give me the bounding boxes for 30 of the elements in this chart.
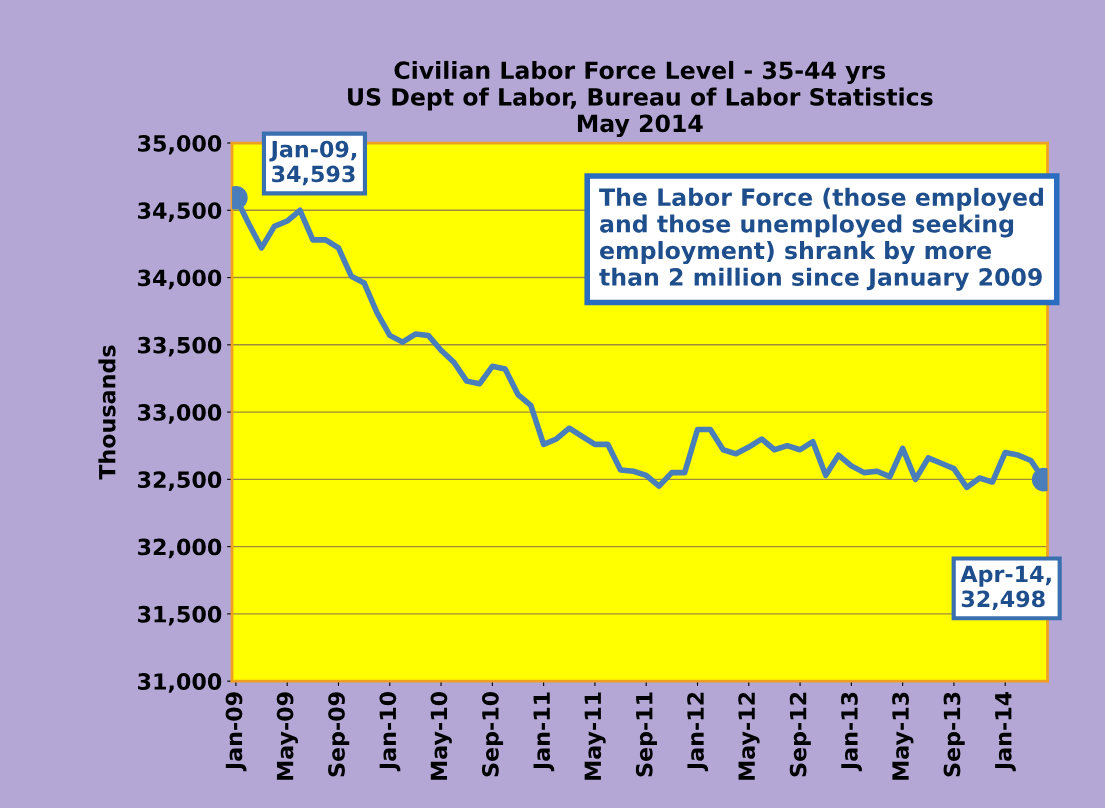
y-tick-label: 31,000 bbox=[138, 673, 222, 693]
y-tick-label: 35,000 bbox=[138, 134, 222, 155]
annotation: Jan-09, 34,593 bbox=[269, 140, 357, 186]
annotation: The Labor Force (those employed and those unemployed seeking employment) shrank by more than 2 million since January 2009 bbox=[599, 187, 1043, 291]
y-tick-label: 34,500 bbox=[138, 202, 222, 222]
x-tick-label: Jan-12 bbox=[687, 692, 709, 772]
x-tick-label: Sep-11 bbox=[635, 692, 657, 777]
x-tick-label: Sep-12 bbox=[789, 692, 811, 777]
x-tick-label: Sep-09 bbox=[328, 692, 350, 777]
x-tick-label: Jan-13 bbox=[841, 692, 862, 772]
x-tick-label: May-09 bbox=[276, 692, 298, 780]
chart-title: Civilian Labor Force Level - 35-44 yrs US Dept of Labor, Bureau of Labor Statistics May 2014 bbox=[348, 60, 933, 137]
y-tick-label: 33,500 bbox=[138, 336, 222, 357]
x-tick-label: Jan-11 bbox=[533, 692, 555, 772]
x-tick-label: Jan-09 bbox=[225, 692, 247, 772]
y-tick-label: 32,500 bbox=[138, 471, 222, 491]
y-tick-label: 34,000 bbox=[138, 269, 222, 290]
y-tick-label: 32,000 bbox=[138, 538, 222, 559]
x-tick-label: May-12 bbox=[738, 692, 760, 780]
x-tick-label: Sep-13 bbox=[943, 692, 965, 777]
annotation: Apr-14, 32,498 bbox=[960, 565, 1051, 611]
x-tick-label: Jan-14 bbox=[995, 691, 1016, 772]
y-axis-title: Thousands bbox=[98, 345, 116, 480]
x-tick-label: May-11 bbox=[584, 692, 606, 780]
y-tick-label: 31,500 bbox=[138, 605, 222, 626]
x-tick-label: Sep-10 bbox=[481, 691, 504, 777]
x-tick-label: May-13 bbox=[892, 692, 914, 780]
x-tick-label: May-10 bbox=[430, 691, 452, 780]
y-tick-label: 33,000 bbox=[138, 404, 222, 424]
x-tick-label: Jan-10 bbox=[379, 691, 401, 772]
